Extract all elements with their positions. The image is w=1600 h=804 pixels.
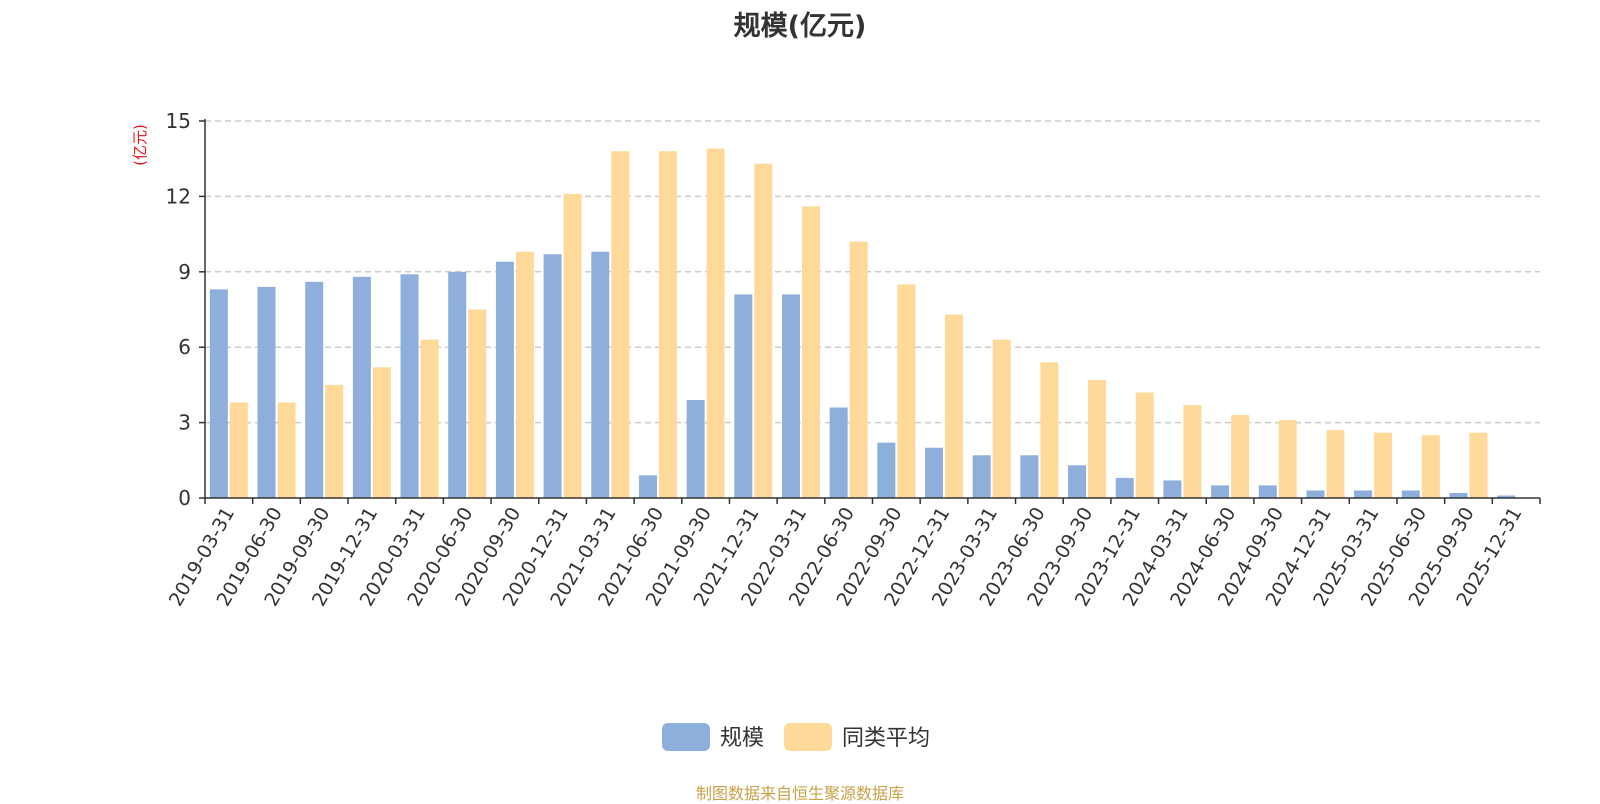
bar-peer-average	[468, 309, 487, 498]
bar-scale	[1497, 495, 1516, 498]
bar-scale	[257, 286, 276, 498]
bar-scale	[1020, 455, 1039, 498]
bar-scale	[1163, 480, 1182, 498]
bar-peer-average	[992, 339, 1011, 498]
bar-scale	[925, 447, 944, 498]
y-axis-label: (亿元)	[131, 124, 149, 166]
bar-peer-average	[1135, 392, 1154, 498]
bar-peer-average	[1374, 432, 1393, 498]
legend-swatch	[662, 723, 710, 751]
bar-scale	[591, 251, 610, 498]
bar-peer-average	[1326, 430, 1345, 498]
bar-scale	[829, 407, 848, 498]
bar-scale	[686, 399, 705, 498]
bar-scale	[400, 274, 419, 498]
bar-peer-average	[563, 193, 582, 499]
bar-peer-average	[1183, 405, 1202, 498]
bar-peer-average	[611, 151, 630, 498]
chart-title: 规模(亿元)	[733, 11, 867, 42]
bar-peer-average	[229, 402, 248, 498]
bar-peer-average	[754, 163, 773, 498]
bar-scale	[1401, 490, 1420, 498]
bar-peer-average	[1088, 379, 1107, 498]
bar-scale	[1211, 485, 1230, 498]
bar-scale	[209, 289, 228, 498]
bar-scale	[1449, 492, 1468, 498]
bar-scale	[305, 281, 324, 498]
bar-scale	[972, 455, 991, 498]
bar-peer-average	[658, 151, 677, 498]
bar-peer-average	[897, 284, 916, 498]
y-tick-label: 12	[166, 184, 191, 208]
bar-scale	[543, 254, 562, 498]
bar-peer-average	[1469, 432, 1488, 498]
bar-peer-average	[1421, 435, 1440, 498]
bar-peer-average	[945, 314, 964, 498]
bar-scale	[352, 276, 371, 498]
bar-scale	[638, 475, 657, 498]
bar-peer-average	[849, 241, 868, 498]
source-note: 制图数据来自恒生聚源数据库	[695, 784, 904, 803]
y-tick-label: 15	[166, 109, 191, 133]
bar-scale	[1354, 490, 1373, 498]
bar-scale	[1115, 477, 1134, 498]
bar-scale	[1306, 490, 1325, 498]
bar-scale	[448, 271, 467, 498]
bar-scale	[781, 294, 800, 498]
bar-scale	[1068, 465, 1087, 498]
bar-peer-average	[1278, 420, 1297, 498]
legend-label: 规模	[720, 726, 764, 751]
y-tick-label: 6	[178, 335, 191, 359]
legend-swatch	[784, 723, 832, 751]
bar-scale	[877, 442, 896, 498]
bar-peer-average	[801, 206, 820, 498]
bar-peer-average	[706, 148, 725, 498]
bar-peer-average	[1040, 362, 1059, 498]
bar-peer-average	[515, 251, 534, 498]
legend-label: 同类平均	[842, 726, 930, 751]
bar-peer-average	[372, 367, 391, 498]
y-tick-label: 0	[178, 486, 191, 510]
bar-peer-average	[325, 384, 344, 498]
y-tick-label: 9	[178, 260, 191, 284]
bar-scale	[1258, 485, 1277, 498]
bar-peer-average	[277, 402, 296, 498]
bar-peer-average	[1231, 415, 1250, 498]
bar-scale	[495, 261, 514, 498]
y-tick-label: 3	[178, 411, 191, 435]
bar-peer-average	[420, 339, 439, 498]
bar-scale	[734, 294, 753, 498]
